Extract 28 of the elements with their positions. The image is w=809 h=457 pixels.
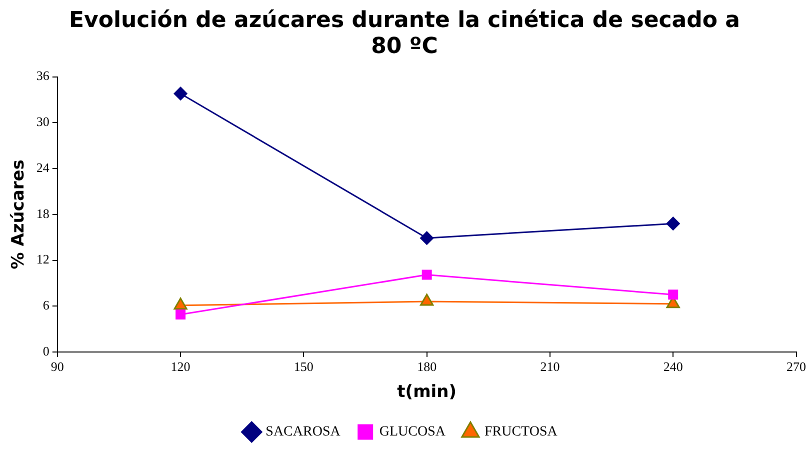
chart-title: Evolución de azúcares durante la cinética de secado a 80 ºC bbox=[68, 7, 742, 61]
x-tick-label: 150 bbox=[294, 359, 314, 374]
y-tick-label: 18 bbox=[36, 206, 50, 221]
y-tick-label: 12 bbox=[36, 252, 50, 267]
legend-label: GLUCOSA bbox=[379, 424, 446, 440]
x-tick-label: 120 bbox=[170, 359, 190, 374]
x-tick-label: 180 bbox=[417, 359, 437, 374]
point bbox=[174, 298, 188, 310]
x-axis-title: t(min) bbox=[397, 382, 456, 402]
y-axis-title: % Azúcares bbox=[8, 160, 29, 270]
point bbox=[420, 294, 434, 306]
legend-label: FRUCTOSA bbox=[484, 424, 558, 440]
y-tick-label: 30 bbox=[36, 114, 50, 130]
point bbox=[422, 270, 432, 280]
point bbox=[176, 310, 186, 320]
x-tick-label: 90 bbox=[50, 359, 64, 374]
point bbox=[668, 290, 678, 300]
point bbox=[666, 216, 680, 230]
y-tick-label: 6 bbox=[42, 298, 50, 313]
y-tick-label: 36 bbox=[36, 68, 50, 84]
point bbox=[174, 86, 188, 100]
x-tick-label: 270 bbox=[786, 359, 806, 374]
x-tick-label: 240 bbox=[663, 359, 683, 374]
y-tick-label: 24 bbox=[36, 160, 50, 175]
x-tick-label: 210 bbox=[540, 359, 560, 374]
y-tick-label: 0 bbox=[42, 343, 50, 358]
legend-label: SACAROSA bbox=[266, 424, 342, 440]
point bbox=[420, 231, 434, 245]
